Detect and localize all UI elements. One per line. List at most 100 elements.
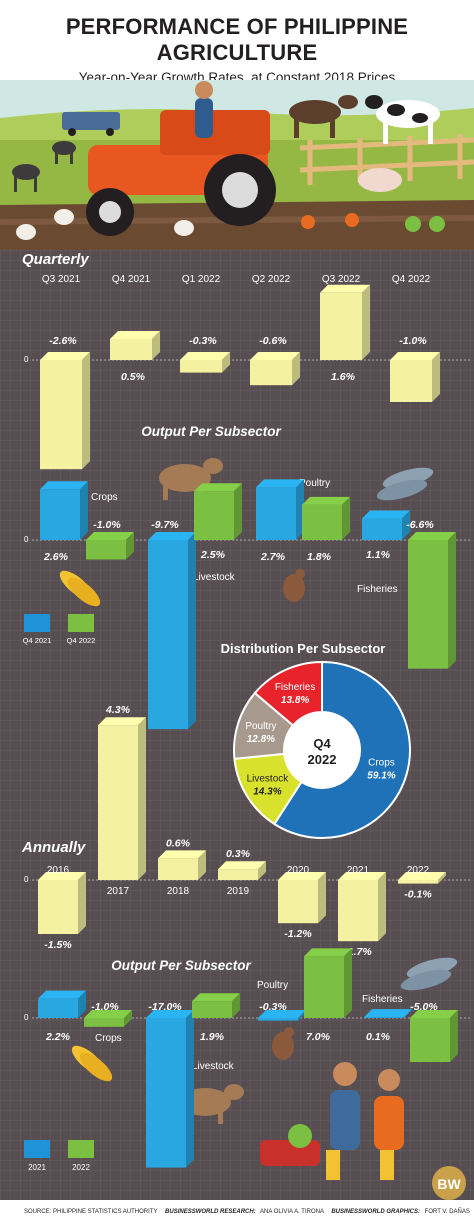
quarterly-bar-3 [250,352,300,386]
annually-cat-label-6: 2022 [407,865,430,876]
qs-bar-0-3 [362,510,410,540]
quarterly-value-label-3: -0.6% [259,335,287,347]
annually-bar-5-top [338,872,386,880]
quarterly-bar-1-face [110,339,152,360]
qs-bar-1-2-top [302,496,350,505]
as-value-label-0-3: 0.1% [366,1031,391,1043]
annually-value-label-1: 4.3% [105,704,131,716]
annually-bar-6-face [398,880,438,884]
qs-bar-0-1-side [188,532,196,730]
legend-swatch-2022 [68,1140,94,1158]
quarterly-value-label-0: -2.6% [49,335,77,347]
quarterly-bar-3-top [250,352,300,360]
quarterly-value-label-2: -0.3% [189,335,217,347]
donut-value-label-0: 59.1% [367,770,395,781]
as-bar-0-2-face [258,1018,298,1021]
q-poultry-label: Poultry [299,478,330,489]
qs-value-label-0-1: -9.7% [151,519,179,531]
as-value-label-1-3: -5.0% [410,1001,438,1013]
fish-illustration-2 [400,957,458,991]
annually-bar-5 [338,872,386,942]
quarterly-bar-4-top [320,284,370,293]
qs-bar-1-0-side [126,532,134,560]
qs-bar-0-0-top [40,481,88,490]
quarterly-value-label-1: 0.5% [121,371,146,383]
as-bar-0-1-top [146,1010,194,1018]
quarterly-bar-0-face [40,360,82,470]
qs-bar-0-1-face [148,540,188,730]
quarterly-subsector-title: Output Per Subsector [141,424,281,439]
as-bar-1-0-face [84,1018,124,1027]
quarterly-bar-0-top [40,352,90,360]
annually-value-label-2: 0.6% [166,837,191,849]
annually-bar-2 [158,850,206,880]
annually-title: Annually [21,839,86,856]
as-bar-1-3-side [450,1010,458,1062]
distribution-title: Distribution Per Subsector [221,641,386,656]
annually-bar-2-face [158,858,198,880]
donut-cat-label-3: Fisheries [275,682,316,693]
quarterly-subsector-legend: Q4 2021 Q4 2022 [23,614,95,645]
donut-hole [284,712,360,788]
annually-cat-label-2: 2018 [167,886,190,897]
footer-source: SOURCE: PHILIPPINE STATISTICS AUTHORITY [24,1209,157,1215]
quarterly-bar-2 [180,352,230,373]
as-bar-0-1-side [186,1010,194,1168]
qs-bar-0-1 [148,532,196,730]
qs-value-label-0-2: 2.7% [260,551,286,563]
qs-bar-1-2-face [302,504,342,540]
annually-bar-0-top [38,872,86,880]
as-bar-0-3-face [364,1017,404,1018]
quarterly-bar-0-side [82,352,90,470]
annual-subsector-title: Output Per Subsector [111,958,251,973]
qs-value-label-0-3: 1.1% [366,549,391,561]
as-bar-0-1-face [146,1018,186,1168]
qs-bar-1-1 [194,483,242,540]
as-bar-0-1 [146,1010,194,1168]
quarterly-bar-4-face [320,292,362,360]
donut-center-label-1: Q4 [313,736,331,751]
legend-label-2021: 2021 [28,1163,46,1172]
qs-value-label-1-1: 2.5% [200,549,226,561]
quarterly-bar-4 [320,284,370,360]
qs-bar-0-3-side [402,510,410,540]
legend-label-q4-2021: Q4 2021 [23,636,52,645]
legend-label-2022: 2022 [72,1163,90,1172]
qs-bar-1-2-side [342,496,350,540]
as-bar-0-0-face [38,998,78,1018]
legend-swatch-q4-2021 [24,614,50,632]
chicken-illustration [283,569,305,602]
distribution-donut: Crops 59.1% Livestock 14.3% Poultry 12.8% Fish… [233,660,411,839]
annually-cat-label-5: 2021 [347,865,370,876]
quarterly-bar-2-side [222,352,230,373]
qs-bar-1-0 [86,532,134,560]
qs-value-label-1-0: -1.0% [93,519,121,531]
as-bar-1-0-top [84,1010,132,1018]
farm-scene-illustration [0,80,474,250]
annually-value-label-3: 0.3% [226,848,251,860]
quarterly-cat-label-3: Q2 2022 [252,274,291,285]
annual-subsector-legend: 2021 2022 [24,1140,94,1172]
qs-bar-0-0-side [80,481,88,540]
quarterly-bar-1-top [110,331,160,339]
as-bar-1-1-top [192,993,240,1002]
corn-illustration [59,570,101,607]
as-bar-1-0 [84,1010,132,1027]
annually-bar-2-top [158,850,206,859]
as-bar-0-3-top [364,1009,412,1018]
as-value-label-1-1: 1.9% [200,1031,225,1043]
as-bar-1-2-side [344,948,352,1018]
annually-bar-3-face [218,869,258,880]
qs-bar-0-3-face [362,518,402,540]
quarterly-value-label-4: 1.6% [331,371,356,383]
quarterly-subsector-zero-tick: 0 [24,535,29,544]
qs-bar-1-3 [408,532,456,669]
quarterly-cat-label-4: Q3 2022 [322,274,361,285]
qs-bar-0-1-top [148,532,196,540]
footer-research-label: BUSINESSWORLD RESEARCH: [165,1209,256,1215]
annually-bar-1-face [98,725,138,880]
annually-bar-1-top [98,717,146,726]
annually-bar-3-top [218,861,266,870]
qs-bar-1-1-face [194,491,234,540]
